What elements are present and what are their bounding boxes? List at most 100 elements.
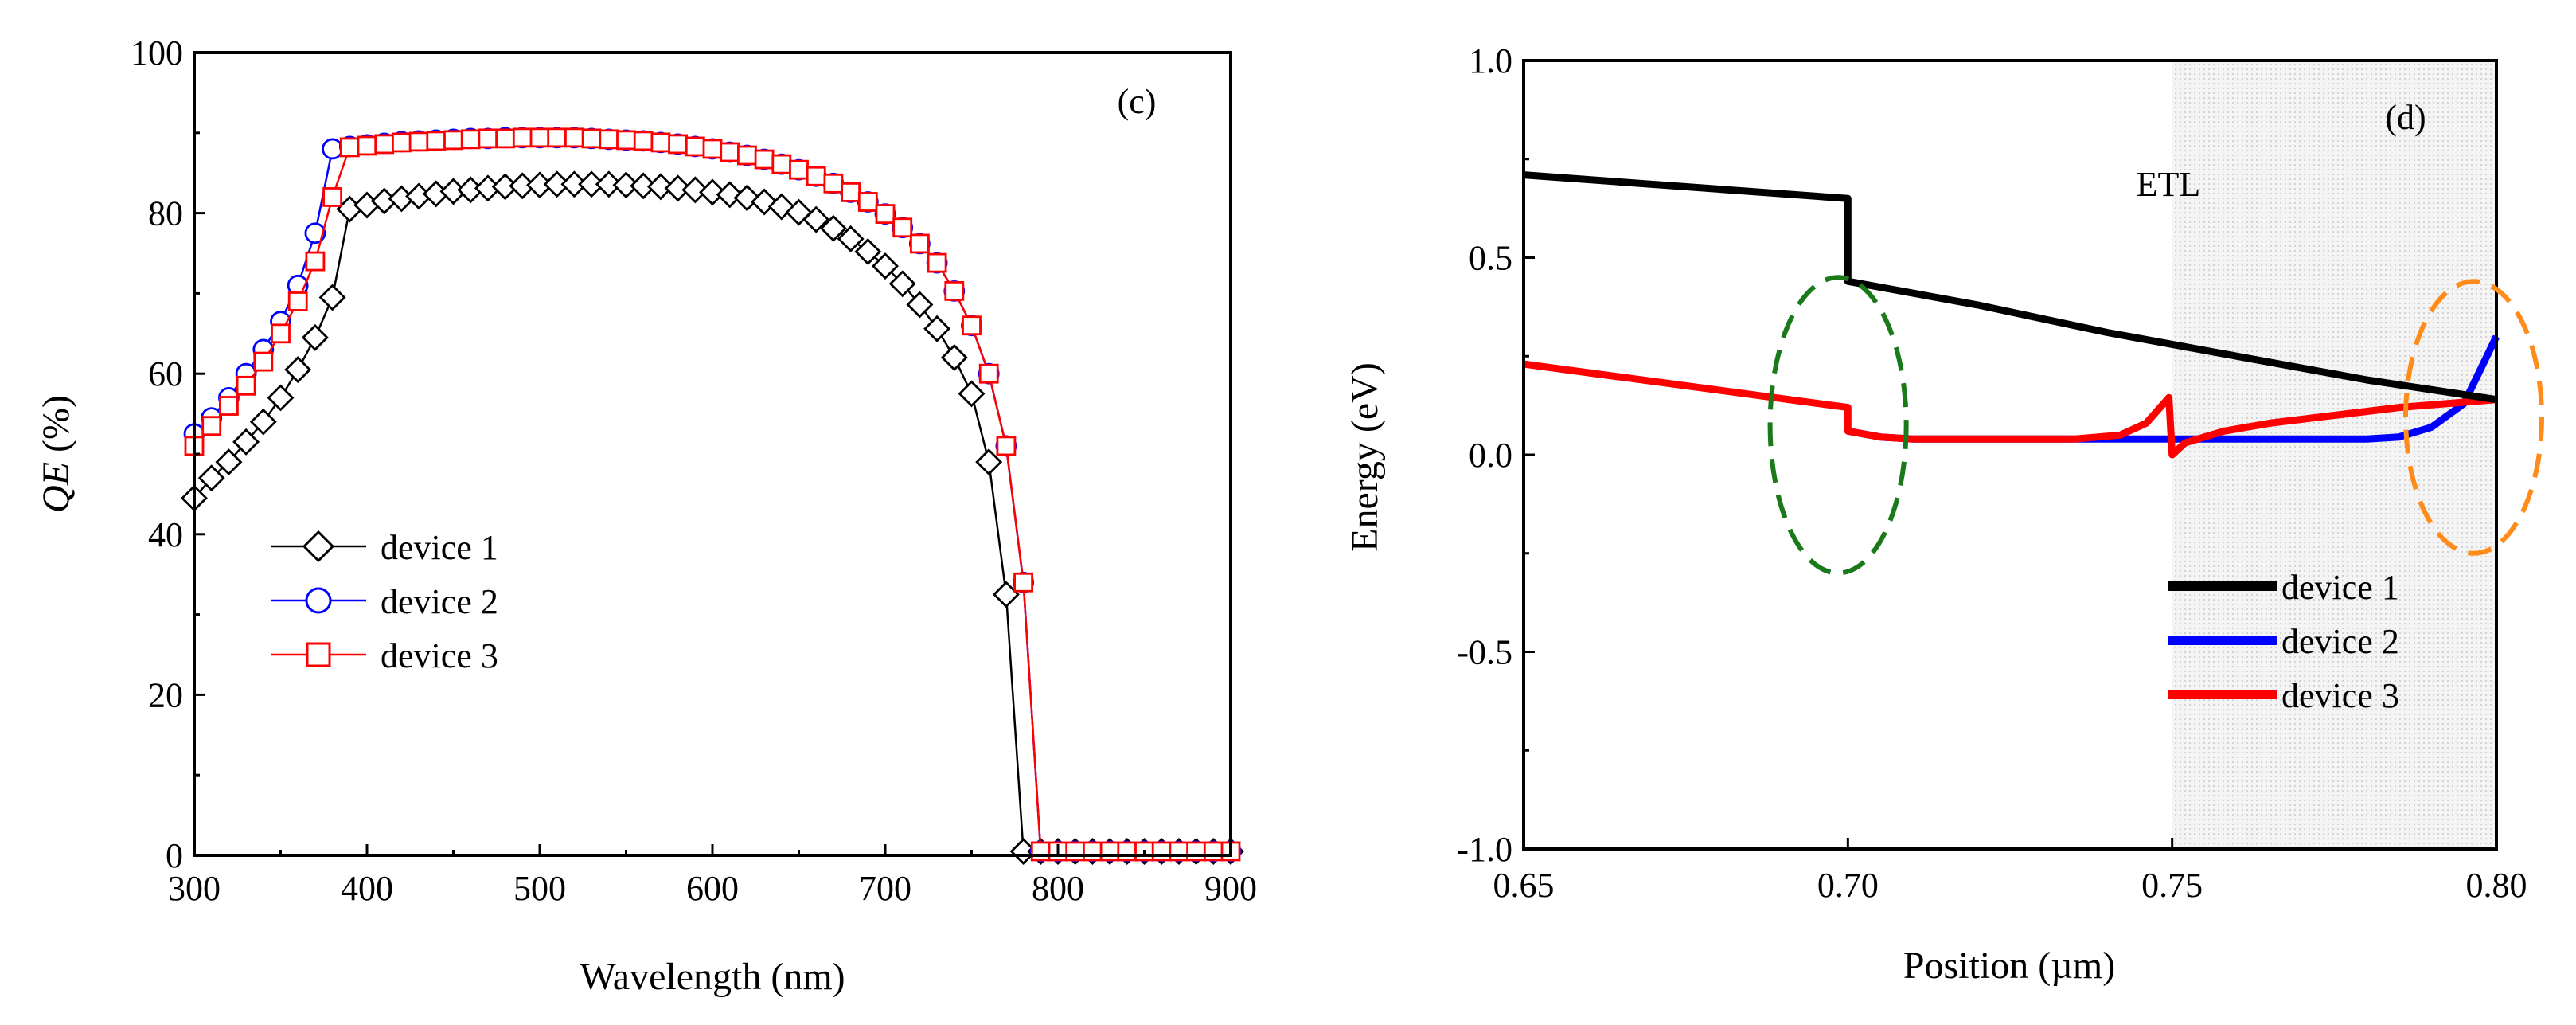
panel-c-y-axis-title-main: QE <box>35 462 77 513</box>
panel-c-legend: device 1 device 2 device 3 <box>271 528 498 675</box>
data-point <box>823 173 844 194</box>
data-point <box>1203 841 1224 862</box>
panel-d-series-line-device-1 <box>1523 171 2497 404</box>
data-point <box>478 128 498 149</box>
data-point <box>391 132 412 153</box>
panel-c-y-axis-title: QE (%) <box>35 395 77 513</box>
data-point <box>612 171 640 199</box>
data-point <box>374 134 395 155</box>
data-point <box>271 323 291 344</box>
panel-c-x-tick-label: 400 <box>341 869 393 908</box>
panel-d-x-tick-label: 0.75 <box>2141 866 2203 905</box>
panel-c-legend-label-device-3: device 3 <box>381 636 498 675</box>
panel-d-series-line-device-3 <box>1523 360 2497 459</box>
data-point <box>339 137 360 158</box>
data-point <box>716 181 744 209</box>
data-point <box>318 284 346 311</box>
panel-c-y-tick-label: 20 <box>148 675 183 714</box>
data-point <box>789 159 809 180</box>
panel-d-legend: device 1 device 2 device 3 <box>2168 568 2399 715</box>
data-point <box>547 127 568 148</box>
data-point <box>927 252 947 273</box>
data-point <box>616 130 636 151</box>
dashed-ellipse-annotation-1 <box>1767 275 1909 576</box>
data-point <box>940 344 968 372</box>
data-point <box>322 138 344 160</box>
data-point <box>958 380 986 408</box>
panel-d-x-tick-label: 0.65 <box>1493 866 1555 905</box>
data-point <box>892 217 913 238</box>
data-point <box>872 252 899 280</box>
circle-marker-icon <box>305 587 332 614</box>
data-point <box>854 238 882 265</box>
data-point <box>699 178 726 206</box>
data-point <box>218 396 239 416</box>
panel-c-x-tick-label: 500 <box>513 869 566 908</box>
data-point <box>1169 841 1189 862</box>
data-point <box>305 251 326 272</box>
data-point <box>630 172 658 200</box>
data-point <box>923 315 951 342</box>
data-point <box>1117 841 1138 862</box>
panel-c-label: (c) <box>1118 82 1157 121</box>
data-point <box>685 136 705 157</box>
data-point <box>1013 572 1033 593</box>
data-point <box>681 176 709 204</box>
panel-d-legend-label-device-1: device 1 <box>2281 568 2399 607</box>
panel-c-x-tick-label: 300 <box>168 869 221 908</box>
data-point <box>564 127 584 148</box>
panel-d-y-tick-label: 1.0 <box>1469 41 1512 80</box>
data-point <box>357 135 377 156</box>
panel-c-y-axis-title-suffix: (%) <box>35 395 77 462</box>
data-point <box>664 174 692 202</box>
panel-c-series-device-3 <box>184 127 1241 862</box>
data-point <box>197 464 225 492</box>
data-point <box>201 416 222 436</box>
data-point <box>737 145 757 166</box>
data-point <box>910 233 930 254</box>
data-point <box>646 173 674 201</box>
data-point <box>841 182 861 202</box>
dashed-ellipse-annotation-2 <box>2402 279 2545 556</box>
data-point <box>529 127 550 148</box>
data-point <box>426 131 447 151</box>
panel-c-x-tick-label: 800 <box>1032 869 1084 908</box>
panel-c-y-tick-label: 0 <box>166 836 183 875</box>
panel-d-x-tick-label: 0.70 <box>1817 866 1879 905</box>
panel-d-y-tick-label: 0.0 <box>1469 436 1512 475</box>
data-point <box>720 142 740 162</box>
data-point <box>633 131 654 151</box>
panel-c-legend-entry-device-2: device 2 <box>271 582 498 621</box>
panel-d-legend-entry-device-1: device 1 <box>2168 568 2399 607</box>
data-point <box>944 280 965 301</box>
data-point <box>806 166 826 186</box>
data-point <box>301 323 329 351</box>
data-point <box>1151 841 1172 862</box>
data-point <box>284 356 312 384</box>
data-point <box>1065 841 1086 862</box>
data-point <box>495 128 515 149</box>
data-point <box>322 187 343 207</box>
data-point <box>595 170 623 198</box>
panel-c-x-tick-label: 900 <box>1204 869 1257 908</box>
data-point <box>460 129 481 150</box>
data-point <box>512 127 533 148</box>
data-point <box>249 408 277 436</box>
data-point <box>962 315 982 336</box>
panel-c-legend-label-device-1: device 1 <box>381 528 498 567</box>
data-point <box>875 204 896 225</box>
panel-c-x-tick-label: 600 <box>686 869 739 908</box>
panel-d-y-tick-label: -1.0 <box>1457 830 1512 869</box>
panel-c-qe-chart: 300 400 500 600 700 800 900 0 20 40 60 80 100 (c) Wa… <box>35 33 1257 998</box>
etl-region-shading <box>2172 61 2496 849</box>
data-point <box>1030 841 1051 862</box>
panel-d-y-tick-label: 0.5 <box>1469 239 1512 278</box>
panel-c-legend-label-device-2: device 2 <box>381 582 498 621</box>
data-point <box>408 131 429 152</box>
data-point <box>599 129 619 150</box>
panel-c-y-tick-label: 40 <box>148 515 183 554</box>
panel-d-y-tick-label: -0.5 <box>1457 633 1512 672</box>
panel-d-legend-entry-device-3: device 3 <box>2168 676 2399 715</box>
